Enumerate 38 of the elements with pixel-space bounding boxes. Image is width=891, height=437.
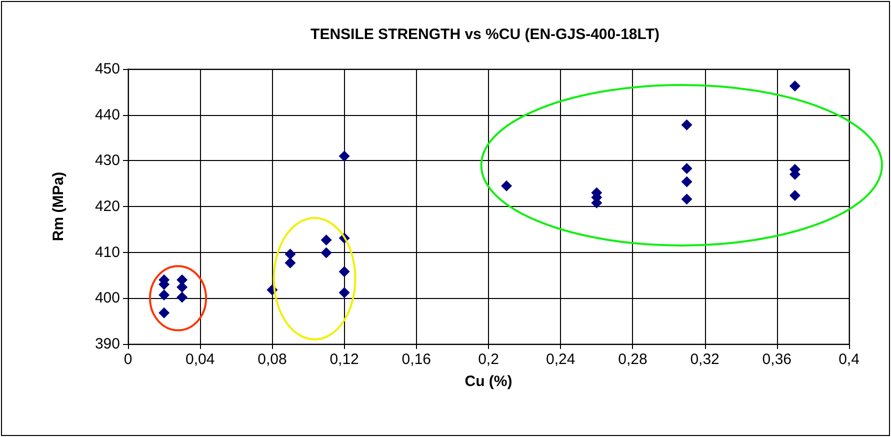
point	[158, 307, 170, 318]
y-tick-label: 390	[94, 336, 120, 352]
point	[681, 176, 692, 188]
y-tick-label: 410	[94, 244, 120, 261]
y-tick-label: 430	[94, 152, 120, 170]
point	[284, 257, 296, 268]
point	[176, 292, 188, 303]
x-tick-label: 0,24	[546, 351, 576, 368]
y-axis-title: Rm (MPa)	[50, 172, 67, 242]
x-tick-label: 0,4	[838, 351, 860, 368]
x-tick-label: 0,28	[618, 351, 648, 368]
chart-title: TENSILE STRENGTH vs %CU (EN-GJS-400-18LT)	[310, 26, 660, 43]
y-tick-label: 420	[94, 198, 120, 215]
point	[789, 80, 800, 92]
point	[338, 266, 350, 278]
x-tick-label: 0,12	[330, 351, 359, 368]
x-tick-label: 0,16	[402, 351, 431, 368]
point	[501, 180, 512, 192]
point	[320, 234, 332, 246]
x-tick-label: 0,32	[690, 351, 720, 368]
x-tick-label: 0	[124, 351, 132, 368]
point	[338, 150, 350, 162]
point	[789, 190, 800, 201]
point	[338, 287, 350, 298]
point	[681, 162, 692, 174]
x-tick-label: 0,08	[258, 351, 287, 368]
point	[681, 194, 692, 205]
y-tick-label: 450	[94, 60, 120, 78]
x-tick-label: 0,04	[186, 351, 215, 368]
point	[320, 247, 332, 258]
point	[284, 248, 296, 260]
point	[158, 289, 170, 300]
x-tick-label: 0,36	[762, 351, 792, 368]
x-axis-title: Cu (%)	[464, 373, 512, 390]
x-tick-label: 0,2	[478, 351, 499, 368]
y-tick-label: 440	[94, 106, 120, 124]
y-tick-label: 400	[94, 290, 120, 307]
point	[681, 119, 692, 130]
